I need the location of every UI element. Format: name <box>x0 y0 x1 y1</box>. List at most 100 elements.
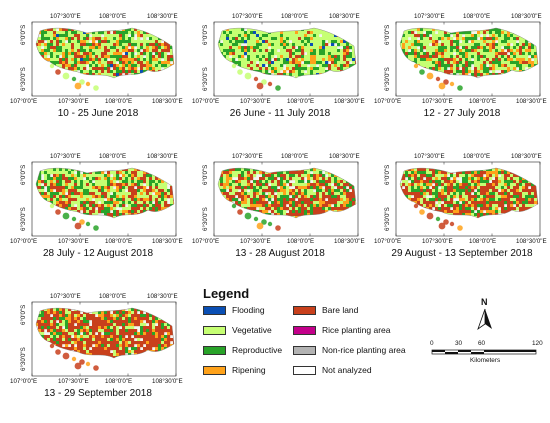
bottom-tick-label: 107°30'0"E <box>58 99 89 105</box>
legend-item: Non-rice planting area <box>293 345 406 356</box>
legend-item: Reproductive <box>203 345 282 356</box>
bottom-tick-label: 107°30'0"E <box>58 239 89 245</box>
bottom-tick-label: 107°0'0"E <box>192 99 219 105</box>
legend-swatch <box>293 326 316 335</box>
bottom-tick-label: 108°30'0"E <box>152 99 183 105</box>
bottom-tick-label: 107°0'0"E <box>192 239 219 245</box>
bottom-tick-label: 108°0'0"E <box>105 99 132 105</box>
bottom-tick-label: 108°30'0"E <box>516 99 547 105</box>
legend-item: Flooding <box>203 305 265 316</box>
bottom-tick-label: 107°30'0"E <box>240 239 271 245</box>
scale-bar: 0 30 60 120 Kilometers <box>424 340 550 372</box>
legend-label: Not analyzed <box>322 365 372 375</box>
left-tick-label: 6°30'0"S <box>385 67 391 91</box>
left-tick-label: 6°0'0"S <box>385 25 391 45</box>
bottom-tick-label: 108°30'0"E <box>334 239 365 245</box>
map-panel-1: 107°30'0"E 108°0'0"E 108°30'0"E 107°0'0"E 10… <box>10 15 186 143</box>
panel-caption: 13 - 29 September 2018 <box>10 388 186 399</box>
top-tick-label: 107°30'0"E <box>50 14 81 20</box>
legend-label: Flooding <box>232 305 265 315</box>
map-panel-3: 107°30'0"E 108°0'0"E 108°30'0"E 107°0'0"E 10… <box>374 15 550 143</box>
left-tick-label: 6°0'0"S <box>203 165 209 185</box>
left-tick-label: 6°30'0"S <box>21 347 27 371</box>
bottom-tick-label: 107°30'0"E <box>58 379 89 385</box>
left-tick-label: 6°30'0"S <box>203 207 209 231</box>
bottom-tick-label: 107°0'0"E <box>10 99 37 105</box>
legend-swatch <box>293 306 316 315</box>
bottom-tick-label: 108°0'0"E <box>287 99 314 105</box>
bottom-tick-label: 108°0'0"E <box>105 239 132 245</box>
map-panel-2: 107°30'0"E 108°0'0"E 108°30'0"E 107°0'0"E 10… <box>192 15 368 143</box>
legend-item: Ripening <box>203 365 266 376</box>
bottom-tick-label: 107°0'0"E <box>10 239 37 245</box>
panel-caption: 12 - 27 July 2018 <box>374 108 550 119</box>
top-tick-label: 108°0'0"E <box>281 154 308 160</box>
legend-swatch <box>203 346 226 355</box>
top-tick-label: 107°30'0"E <box>414 14 445 20</box>
map-panel-7: 107°30'0"E 108°0'0"E 108°30'0"E 107°0'0"E 10… <box>10 295 186 423</box>
left-tick-label: 6°0'0"S <box>21 305 27 325</box>
scale-unit: Kilometers <box>470 357 500 364</box>
top-tick-label: 108°0'0"E <box>463 14 490 20</box>
legend-swatch <box>203 326 226 335</box>
top-tick-label: 107°30'0"E <box>232 154 263 160</box>
left-tick-label: 6°30'0"S <box>21 207 27 231</box>
panel-caption: 13 - 28 August 2018 <box>192 248 368 259</box>
top-tick-label: 108°30'0"E <box>511 14 542 20</box>
panel-caption: 28 July - 12 August 2018 <box>10 248 186 259</box>
legend-item: Rice planting area <box>293 325 391 336</box>
legend-label: Bare land <box>322 305 358 315</box>
legend: Legend Flooding Vegetative Reproductive Rip… <box>197 285 407 385</box>
legend-swatch <box>293 346 316 355</box>
bottom-tick-label: 107°30'0"E <box>422 99 453 105</box>
top-tick-label: 107°30'0"E <box>414 154 445 160</box>
legend-label: Vegetative <box>232 325 272 335</box>
bottom-tick-label: 108°0'0"E <box>105 379 132 385</box>
north-arrow-icon: N <box>470 297 500 333</box>
bottom-tick-label: 107°30'0"E <box>422 239 453 245</box>
scale-label-120: 120 <box>532 340 543 347</box>
panel-caption: 29 August - 13 September 2018 <box>374 248 550 259</box>
legend-item: Not analyzed <box>293 365 372 376</box>
legend-label: Non-rice planting area <box>322 345 406 355</box>
bottom-tick-label: 108°30'0"E <box>334 99 365 105</box>
bottom-tick-label: 108°30'0"E <box>516 239 547 245</box>
scale-label-60: 60 <box>478 340 485 347</box>
bottom-tick-label: 108°0'0"E <box>469 239 496 245</box>
top-tick-label: 108°30'0"E <box>329 154 360 160</box>
legend-item: Vegetative <box>203 325 272 336</box>
map-panel-4: 107°30'0"E 108°0'0"E 108°30'0"E 107°0'0"E 10… <box>10 155 186 283</box>
bottom-tick-label: 108°30'0"E <box>152 379 183 385</box>
top-tick-label: 107°30'0"E <box>50 294 81 300</box>
map-panel-5: 107°30'0"E 108°0'0"E 108°30'0"E 107°0'0"E 10… <box>192 155 368 283</box>
left-tick-label: 6°30'0"S <box>203 67 209 91</box>
legend-swatch <box>203 306 226 315</box>
legend-item: Bare land <box>293 305 358 316</box>
bottom-tick-label: 107°0'0"E <box>10 379 37 385</box>
bottom-tick-label: 107°30'0"E <box>240 99 271 105</box>
left-tick-label: 6°0'0"S <box>203 25 209 45</box>
scale-label-0: 0 <box>430 340 434 347</box>
panel-caption: 10 - 25 June 2018 <box>10 108 186 119</box>
top-tick-label: 108°30'0"E <box>147 14 178 20</box>
bottom-tick-label: 107°0'0"E <box>374 239 401 245</box>
top-tick-label: 108°0'0"E <box>463 154 490 160</box>
legend-label: Reproductive <box>232 345 282 355</box>
top-tick-label: 108°30'0"E <box>329 14 360 20</box>
bottom-tick-label: 107°0'0"E <box>374 99 401 105</box>
legend-label: Rice planting area <box>322 325 391 335</box>
top-tick-label: 108°0'0"E <box>281 14 308 20</box>
top-tick-label: 108°30'0"E <box>147 154 178 160</box>
legend-swatch <box>293 366 316 375</box>
left-tick-label: 6°0'0"S <box>21 165 27 185</box>
top-tick-label: 107°30'0"E <box>50 154 81 160</box>
legend-swatch <box>203 366 226 375</box>
top-tick-label: 108°0'0"E <box>99 294 126 300</box>
panel-caption: 26 June - 11 July 2018 <box>192 108 368 119</box>
scale-label-30: 30 <box>455 340 462 347</box>
top-tick-label: 107°30'0"E <box>232 14 263 20</box>
map-panel-6: 107°30'0"E 108°0'0"E 108°30'0"E 107°0'0"E 10… <box>374 155 550 283</box>
legend-title: Legend <box>203 286 249 301</box>
bottom-tick-label: 108°30'0"E <box>152 239 183 245</box>
legend-label: Ripening <box>232 365 266 375</box>
